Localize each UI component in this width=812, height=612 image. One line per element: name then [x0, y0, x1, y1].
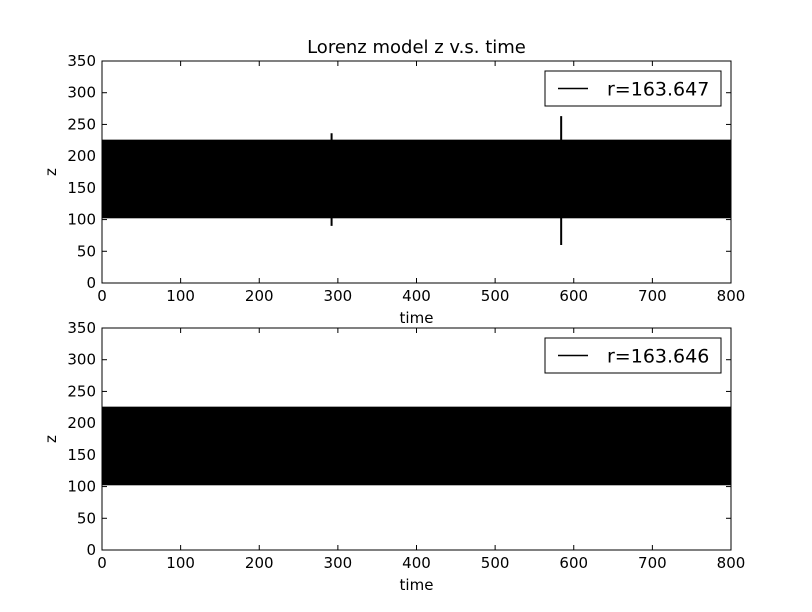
x-tick-label: 600	[559, 287, 588, 305]
y-tick-label: 250	[67, 115, 96, 133]
legend: r=163.647	[544, 70, 722, 107]
x-tick-label: 500	[481, 554, 510, 572]
y-tick-label: 200	[67, 147, 96, 165]
y-tick-label: 350	[67, 52, 96, 70]
y-tick-label: 50	[77, 242, 96, 260]
legend-label: r=163.646	[607, 346, 709, 368]
x-tick-label: 300	[324, 554, 353, 572]
x-tick-label: 700	[638, 287, 667, 305]
x-tick-label: 200	[245, 287, 274, 305]
x-tick-label: 100	[166, 287, 195, 305]
y-tick-label: 50	[77, 509, 96, 527]
x-tick-label: 200	[245, 554, 274, 572]
y-tick-label: 150	[67, 179, 96, 197]
chart-title: Lorenz model z v.s. time	[307, 37, 526, 58]
x-tick-label: 300	[324, 287, 353, 305]
x-tick-label: 800	[717, 554, 746, 572]
y-tick-label: 0	[86, 274, 96, 292]
y-tick-label: 200	[67, 414, 96, 432]
x-tick-label: 400	[402, 287, 431, 305]
x-tick-label: 400	[402, 554, 431, 572]
x-tick-label: 700	[638, 554, 667, 572]
y-tick-label: 300	[67, 84, 96, 102]
x-tick-label: 500	[481, 287, 510, 305]
x-tick-label: 0	[97, 287, 107, 305]
subplot-2: 0 100 200 300 400 500 600 700 800 0 50 100 150 200 250…	[42, 319, 745, 594]
series-1-oscillation-band	[102, 406, 731, 486]
legend: r=163.646	[544, 337, 722, 374]
x-axis-label: time	[400, 576, 434, 594]
y-tick-label: 250	[67, 382, 96, 400]
x-tick-label: 100	[166, 554, 195, 572]
x-axis-label: time	[400, 309, 434, 327]
y-tick-label: 100	[67, 478, 96, 496]
y-tick-label: 300	[67, 351, 96, 369]
y-tick-label: 100	[67, 211, 96, 229]
y-tick-label: 350	[67, 319, 96, 337]
x-tick-label: 800	[717, 287, 746, 305]
legend-label: r=163.647	[607, 79, 709, 101]
y-axis-label: z	[42, 168, 60, 176]
y-tick-label: 150	[67, 446, 96, 464]
series-1-oscillation-band	[102, 139, 731, 219]
y-axis-label: z	[42, 435, 60, 443]
x-tick-label: 0	[97, 554, 107, 572]
y-tick-label: 0	[86, 541, 96, 559]
x-tick-label: 600	[559, 554, 588, 572]
